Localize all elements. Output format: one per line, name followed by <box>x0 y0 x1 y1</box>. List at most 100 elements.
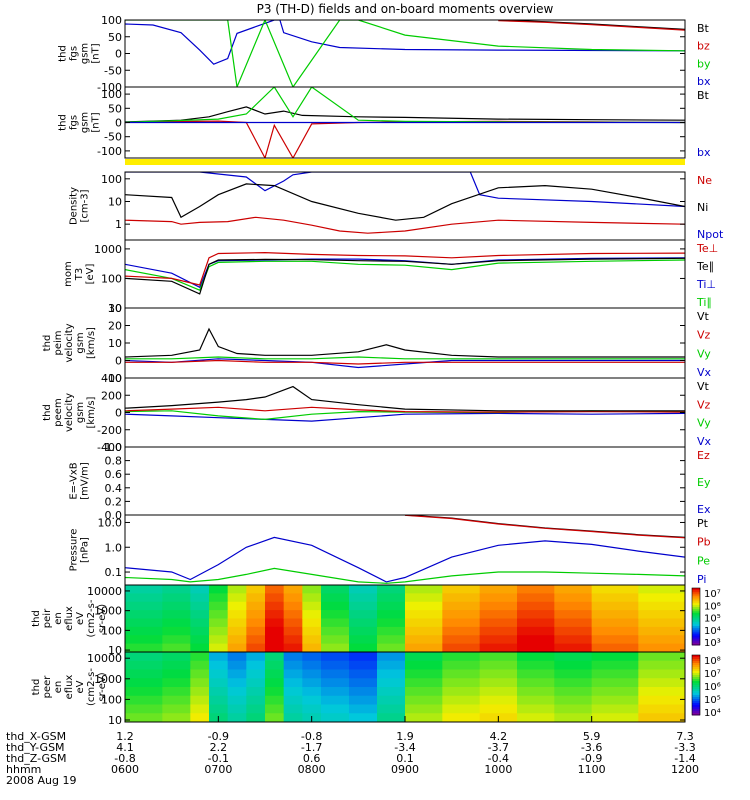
heatmap-cell-electron-eflux <box>638 660 685 670</box>
colorbar-segment <box>692 697 700 700</box>
heatmap-cell-electron-eflux <box>349 669 378 679</box>
colorbar-segment <box>692 681 700 684</box>
heatmap-cell-electron-eflux <box>190 678 210 688</box>
heatmap-cell-electron-eflux <box>283 713 303 722</box>
xaxis-value: -3.4 <box>394 741 415 754</box>
colorbar-segment <box>692 695 700 698</box>
heatmap-cell-ion-eflux <box>377 593 406 603</box>
colorbar-segment <box>692 603 700 606</box>
ylabel-line: [cm-3] <box>80 189 91 222</box>
heatmap-cell-ion-eflux <box>162 593 191 603</box>
heatmap-cell-electron-eflux <box>554 687 593 697</box>
panel-temperature: 1000 100 10 mom T3 [eV] Te⊥ Te∥ Ti⊥ Ti∥ <box>63 239 718 315</box>
panel-electron-eflux: 10⁸ 10⁷ 10⁶ 10⁵ 10⁴ 10000 1000 100 10 thd peer en ef… <box>31 651 721 727</box>
colorbar-segment <box>692 595 700 598</box>
xaxis-value: 0600 <box>111 763 139 776</box>
legend-entry: bz <box>697 40 710 53</box>
colorbar-segment <box>692 679 700 682</box>
heatmap-cell-electron-eflux <box>479 695 518 705</box>
heatmap-cell-electron-eflux <box>246 687 266 697</box>
heatmap-cell-ion-eflux <box>302 618 322 628</box>
heatmap-cell-electron-eflux <box>442 678 481 688</box>
heatmap-cell-electron-eflux <box>349 695 378 705</box>
heatmap-cell-ion-eflux <box>246 626 266 636</box>
heatmap-cell-ion-eflux <box>302 635 322 645</box>
heatmap-cell-electron-eflux <box>227 704 247 714</box>
colorbar-segment <box>692 588 700 591</box>
ytick-label: 10 <box>108 337 122 350</box>
ylabel-line: fgs <box>69 115 80 130</box>
heatmap-cell-electron-eflux <box>227 660 247 670</box>
heatmap-cell-ion-eflux <box>377 643 406 652</box>
xaxis-value: -3.3 <box>674 741 695 754</box>
colorbar-segment <box>692 663 700 666</box>
heatmap-cell-electron-eflux <box>125 669 163 679</box>
heatmap-cell-electron-eflux <box>377 695 406 705</box>
colorbar-segment <box>692 597 700 600</box>
heatmap-cell-electron-eflux <box>638 695 685 705</box>
heatmap-cell-electron-eflux <box>283 695 303 705</box>
heatmap-cell-electron-eflux <box>162 678 191 688</box>
series-fgs-Bt <box>498 20 685 30</box>
heatmap-cell-ion-eflux <box>442 618 481 628</box>
colorbar-segment <box>692 608 700 612</box>
ytick-label: 100 <box>101 14 122 27</box>
heatmap-cell-ion-eflux <box>479 593 518 603</box>
heatmap-cell-electron-eflux <box>479 660 518 670</box>
heatmap-cell-ion-eflux <box>517 610 555 619</box>
colorbar-segment <box>692 665 700 668</box>
heatmap-cell-ion-eflux <box>349 618 378 628</box>
colorbar-segment <box>692 667 700 670</box>
heatmap-cell-electron-eflux <box>227 687 247 697</box>
heatmap-cell-electron-eflux <box>591 669 639 679</box>
heatmap-cell-electron-eflux <box>265 687 285 697</box>
heatmap-cell-ion-eflux <box>227 601 247 611</box>
heatmap-cell-ion-eflux <box>283 585 303 594</box>
ylabel-line: thd <box>31 610 42 627</box>
ylabel-line: peer <box>42 675 53 699</box>
ytick-label: 0.1 <box>105 566 123 579</box>
series-fgs-bz <box>498 20 685 31</box>
heatmap-cell-ion-eflux <box>283 635 303 645</box>
heatmap-cell-ion-eflux <box>554 635 593 645</box>
heatmap-cell-electron-eflux <box>591 687 639 697</box>
ylabel-line: [eV] <box>85 264 96 285</box>
heatmap-cell-ion-eflux <box>246 601 266 611</box>
heatmap-cell-ion-eflux <box>377 585 406 594</box>
heatmap-cell-electron-eflux <box>125 652 163 662</box>
heatmap-cell-electron-eflux <box>246 669 266 679</box>
heatmap-cell-ion-eflux <box>377 618 406 628</box>
legend-entry: Pe <box>697 554 710 567</box>
colorbar-segment <box>692 669 700 672</box>
colorbar-electron-eflux <box>691 654 701 716</box>
panel-pressure: 10.0 1.0 0.1 Pressure [nPa] Pt Pb Pe Pi <box>69 514 711 586</box>
heatmap-cell-electron-eflux <box>377 669 406 679</box>
ylabel-line: gsm <box>75 402 86 423</box>
heatmap-cell-electron-eflux <box>162 695 191 705</box>
heatmap-cell-ion-eflux <box>442 635 481 645</box>
colorbar-segment <box>692 599 700 602</box>
ytick-label: 50 <box>108 31 122 44</box>
heatmap-cell-electron-eflux <box>125 687 163 697</box>
colorbar-segment <box>692 614 700 617</box>
heatmap-cell-electron-eflux <box>638 704 685 714</box>
heatmap-cell-ion-eflux <box>265 610 285 619</box>
heatmap-cell-ion-eflux <box>265 626 285 636</box>
ylabel-line: velocity <box>64 323 75 362</box>
heatmap-cell-electron-eflux <box>638 713 685 722</box>
heatmap-cell-electron-eflux <box>377 704 406 714</box>
ylabel-line: gsm <box>80 43 91 64</box>
xaxis-value: -0.8 <box>301 730 322 743</box>
heatmap-cell-electron-eflux <box>591 695 639 705</box>
xaxis-value: -3.7 <box>488 741 509 754</box>
heatmap-cell-electron-eflux <box>209 678 229 688</box>
heatmap-cell-electron-eflux <box>377 713 406 722</box>
xaxis-value: 0900 <box>391 763 419 776</box>
heatmap-cell-ion-eflux <box>125 610 163 619</box>
heatmap-cell-electron-eflux <box>125 695 163 705</box>
heatmap-cell-electron-eflux <box>349 687 378 697</box>
heatmap-cell-ion-eflux <box>321 643 350 652</box>
colorbar-segment <box>692 591 700 595</box>
heatmap-cell-ion-eflux <box>162 635 191 645</box>
